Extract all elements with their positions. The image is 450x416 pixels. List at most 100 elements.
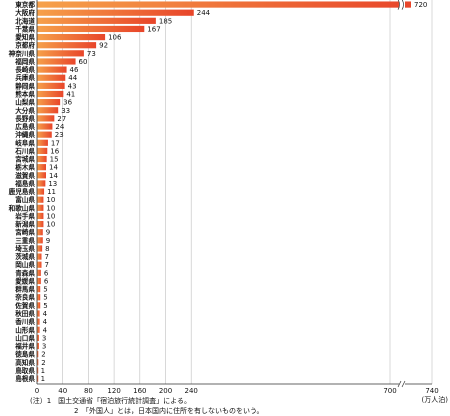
x-tick-label: 740 <box>425 387 438 395</box>
value-label: 5 <box>43 286 47 294</box>
x-axis: 0 40 80 120 160 200 240 700 740(万人泊) <box>35 0 448 404</box>
category-label: 佐賀県 <box>14 301 35 310</box>
category-label: 埼玉県 <box>15 244 35 253</box>
gridlines <box>36 0 433 384</box>
value-label: 5 <box>43 302 47 310</box>
value-label: 3 <box>42 343 46 351</box>
x-tick-label: 40 <box>58 387 67 395</box>
category-label: 島根県 <box>15 374 35 383</box>
category-label: 沖縄県 <box>15 130 35 139</box>
x-tick-label: 80 <box>84 387 93 395</box>
bar <box>37 147 48 155</box>
category-label: 茨城県 <box>15 252 35 261</box>
value-label: 15 <box>50 156 59 164</box>
value-label: 5 <box>43 294 47 302</box>
value-label: 4 <box>43 326 48 334</box>
x-tick-label: 0 <box>35 387 39 395</box>
bar <box>37 155 47 163</box>
value-label: 44 <box>68 74 77 82</box>
bar <box>37 253 42 260</box>
bar <box>37 351 39 358</box>
bar <box>37 269 41 276</box>
break-mark <box>397 0 400 10</box>
value-labels: 7202441851671069273604644434136332724231… <box>41 1 428 383</box>
bar <box>37 1 411 8</box>
category-label: 青森県 <box>15 268 35 277</box>
category-label: 石川県 <box>14 146 35 155</box>
value-label: 10 <box>46 204 55 212</box>
value-label: 2 <box>41 351 45 359</box>
category-label: 山梨県 <box>15 98 35 107</box>
value-label: 14 <box>49 164 58 172</box>
category-label: 神奈川県 <box>9 49 36 58</box>
break-mark <box>401 0 404 10</box>
category-label: 熊本県 <box>15 89 35 98</box>
bar <box>37 286 41 293</box>
category-label: 兵庫県 <box>15 73 35 82</box>
value-label: 36 <box>63 99 72 107</box>
bar <box>37 359 39 366</box>
category-label: 徳島県 <box>14 350 35 359</box>
bar <box>37 326 40 333</box>
category-label: 和歌山県 <box>8 203 36 212</box>
value-label: 10 <box>46 212 55 220</box>
category-labels: 東京都大阪府北海道千葉県愛知県京都府神奈川県福岡県長崎県兵庫県静岡県熊本県山梨県… <box>8 0 36 383</box>
value-label: 7 <box>44 253 48 261</box>
value-label: 11 <box>47 188 56 196</box>
bar <box>37 375 39 382</box>
bar <box>37 123 53 130</box>
axis-break-mark <box>397 380 402 388</box>
bar <box>37 334 39 341</box>
value-label: 24 <box>55 123 64 131</box>
value-label: 46 <box>70 66 79 74</box>
category-label: 愛媛県 <box>15 276 35 285</box>
bar <box>37 42 97 49</box>
category-label: 宮崎県 <box>15 228 35 237</box>
value-label: 41 <box>66 90 75 98</box>
bar <box>37 204 44 211</box>
bar <box>37 131 52 138</box>
note-2: 2 「外国人」とは，日本国内に住所を有しないものをいう。 <box>74 407 264 415</box>
bar <box>37 17 156 24</box>
bar <box>37 237 43 244</box>
bar <box>37 74 66 81</box>
x-tick-label: 160 <box>133 387 146 395</box>
value-label: 33 <box>61 107 70 115</box>
note-1: (注）1 国土交通省「宿泊旅行統計調査」による。 <box>30 397 191 405</box>
bar <box>37 172 46 179</box>
category-label: 福島県 <box>14 179 35 188</box>
bar <box>37 9 194 16</box>
x-tick-label: 200 <box>159 387 172 395</box>
category-label: 宮城県 <box>15 155 35 164</box>
bar <box>37 58 76 65</box>
value-label: 6 <box>44 277 49 285</box>
bar <box>37 229 43 236</box>
bar <box>37 294 41 301</box>
category-label: 北海道 <box>15 16 35 25</box>
bar <box>37 25 145 33</box>
category-label: 愛知県 <box>15 33 35 42</box>
category-label: 広島県 <box>15 122 35 131</box>
x-tick-label: 240 <box>185 387 198 395</box>
bar <box>37 90 64 98</box>
value-label: 10 <box>46 221 55 229</box>
axis-break-mark <box>401 380 406 388</box>
category-label: 京都府 <box>15 41 35 50</box>
category-label: 鹿児島県 <box>9 187 36 196</box>
category-label: 群馬県 <box>15 285 35 294</box>
category-label: 香川県 <box>14 317 35 326</box>
value-label: 73 <box>87 50 96 58</box>
value-label: 43 <box>68 82 77 90</box>
value-label: 2 <box>41 359 45 367</box>
value-label: 7 <box>44 261 48 269</box>
value-label: 16 <box>50 147 59 155</box>
category-label: 岡山県 <box>15 260 35 269</box>
category-label: 滋賀県 <box>15 171 35 180</box>
bar <box>37 367 39 374</box>
value-label: 106 <box>108 34 122 42</box>
category-label: 三重県 <box>15 236 35 245</box>
value-label: 185 <box>159 17 172 25</box>
bar <box>37 180 46 187</box>
category-label: 福岡県 <box>14 57 35 66</box>
